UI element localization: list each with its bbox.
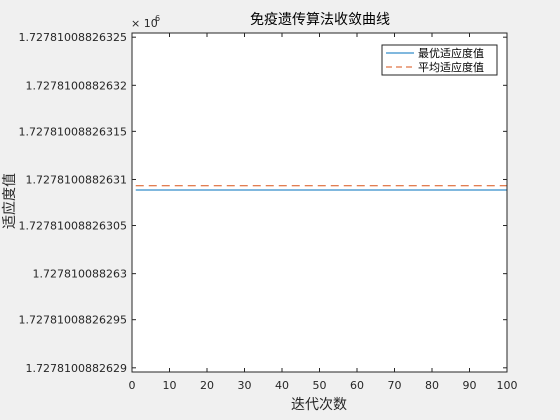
plot-area (132, 33, 507, 372)
x-tick-label: 10 (163, 379, 177, 392)
x-tick-label: 60 (350, 379, 364, 392)
x-tick-label: 100 (497, 379, 518, 392)
legend-entry-average: 平均适应度值 (418, 60, 484, 74)
y-tick-label: 1.7278100882631 (26, 173, 127, 186)
series-layer (135, 185, 507, 191)
legend: 最优适应度值 平均适应度值 (381, 44, 498, 76)
x-tick-label: 0 (129, 379, 136, 392)
y-tick-label: 1.72781008826315 (19, 125, 127, 138)
x-tick-label: 50 (313, 379, 327, 392)
y-exponent-label: × 10 (131, 17, 158, 30)
y-tick-label: 1.727810088263 (33, 268, 127, 281)
legend-box (381, 44, 498, 76)
x-tick-label: 20 (200, 379, 214, 392)
y-tick-label: 1.7278100882629 (26, 362, 127, 375)
x-tick-label: 40 (275, 379, 289, 392)
ticks-layer: 0 10 20 30 40 50 60 70 80 90 100 1.7278100882629 1.7… (19, 31, 518, 392)
x-tick-label: 80 (425, 379, 439, 392)
y-tick-label: 1.72781008826295 (19, 314, 127, 327)
x-tick-label: 30 (238, 379, 252, 392)
y-axis-label: 适应度值 (1, 173, 18, 229)
chart-title: 免疫遗传算法收敛曲线 (250, 12, 390, 28)
x-tick-label: 90 (463, 379, 477, 392)
legend-entry-best: 最优适应度值 (418, 46, 484, 60)
x-axis-label: 迭代次数 (291, 397, 347, 413)
y-tick-label: 1.72781008826305 (19, 220, 127, 233)
y-exponent-power: 6 (155, 14, 160, 23)
y-tick-label: 1.7278100882632 (26, 79, 127, 92)
y-tick-label: 1.72781008826325 (19, 31, 127, 44)
x-tick-label: 70 (388, 379, 402, 392)
